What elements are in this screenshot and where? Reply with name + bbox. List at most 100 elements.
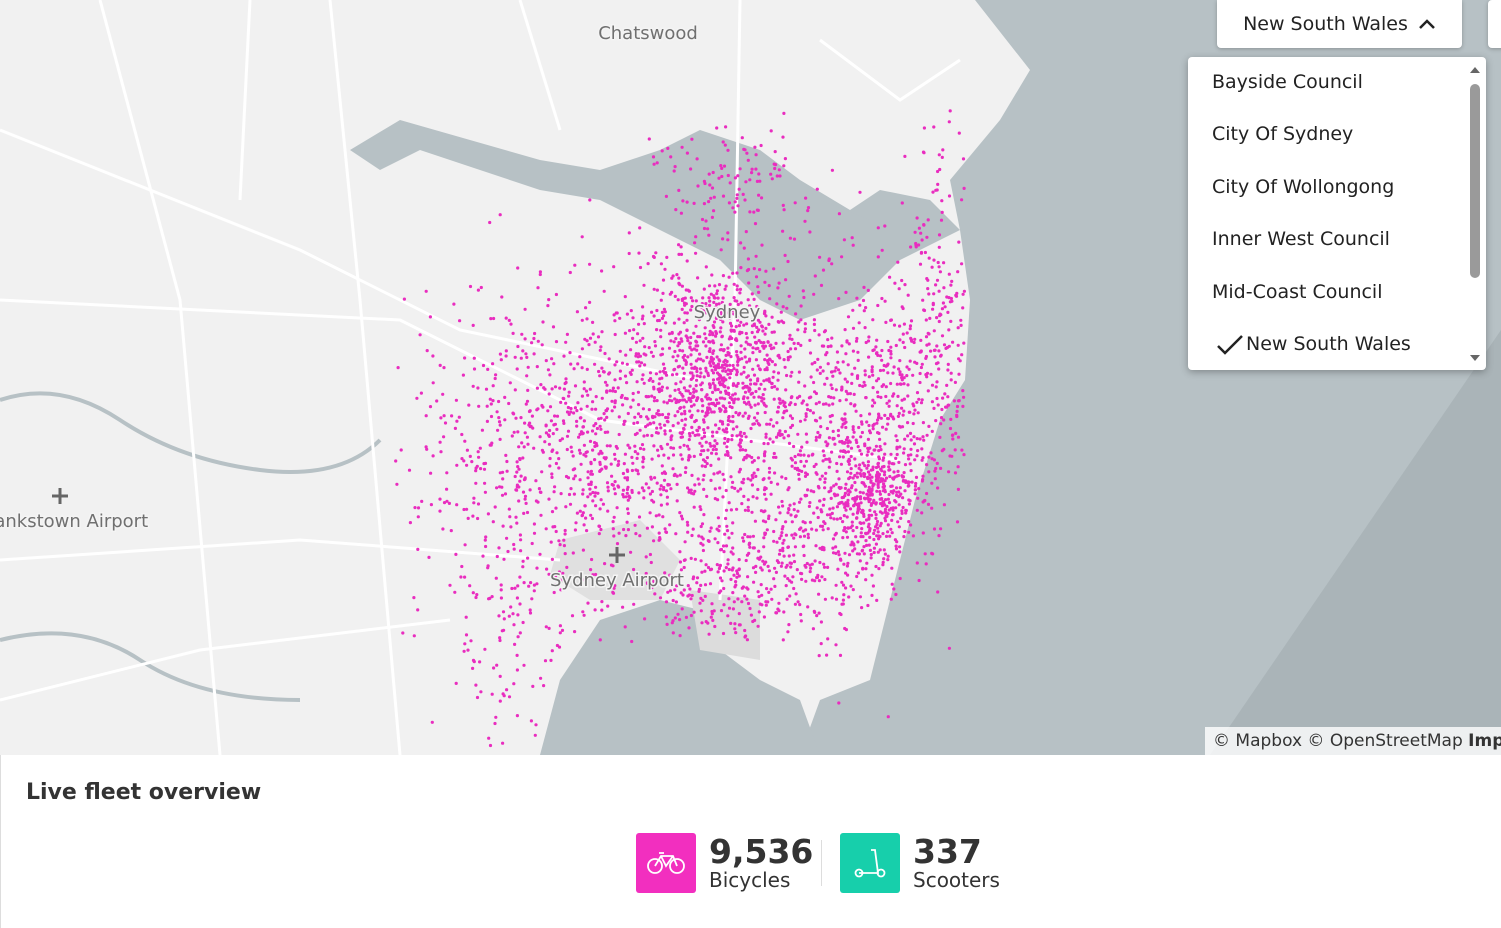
vehicle-dot [502, 617, 506, 621]
vehicle-dot [768, 297, 772, 301]
vehicle-dot [664, 600, 669, 604]
map-label: Chatswood [598, 23, 698, 44]
vehicle-dot [650, 434, 654, 438]
vehicle-dot [644, 571, 648, 576]
vehicle-dot [761, 478, 765, 482]
vehicle-dot [743, 148, 747, 152]
menu-item[interactable]: New South Wales [1216, 332, 1411, 356]
region-dropdown[interactable]: New South Wales [1217, 0, 1462, 48]
vehicle-dot [840, 385, 844, 389]
menu-item[interactable]: City Of Wollongong [1212, 175, 1394, 199]
vehicle-dot [472, 356, 476, 360]
vehicle-dot [921, 474, 925, 478]
vehicle-dot [670, 276, 674, 280]
vehicle-dot [652, 255, 656, 259]
attribution-text[interactable]: © OpenStreetMap [1307, 731, 1463, 751]
vehicle-dot [660, 310, 665, 314]
vehicle-dot [696, 409, 700, 413]
vehicle-dot [589, 482, 593, 486]
vehicle-dot [753, 519, 758, 523]
vehicle-dot [920, 398, 924, 402]
menu-item[interactable]: Inner West Council [1212, 227, 1390, 251]
vehicle-dot [599, 416, 603, 420]
menu-item[interactable]: City Of Sydney [1212, 122, 1353, 146]
vehicle-dot [559, 492, 563, 496]
scroll-thumb[interactable] [1470, 84, 1480, 278]
vehicle-dot [699, 507, 703, 512]
vehicle-dot [870, 573, 874, 577]
vehicle-dot [881, 532, 885, 536]
vehicle-dot [687, 490, 691, 494]
vehicle-dot [843, 377, 847, 381]
vehicle-dot [830, 168, 835, 172]
vehicle-dot [689, 353, 693, 357]
vehicle-dot [747, 542, 751, 547]
vehicle-dot [579, 462, 583, 466]
vehicle-dot [931, 307, 935, 311]
vehicle-dot [721, 544, 726, 548]
vehicle-dot [658, 422, 662, 426]
vehicle-dot [455, 463, 459, 467]
vehicle-dot [674, 532, 678, 536]
vehicle-dot [681, 199, 685, 203]
vehicle-dot [819, 642, 823, 646]
vehicle-dot [843, 417, 847, 421]
vehicle-dot [681, 593, 685, 597]
vehicle-dot [866, 497, 870, 501]
vehicle-dot [708, 441, 712, 446]
vehicle-dot [805, 493, 809, 498]
vehicle-dot [525, 435, 530, 439]
vehicle-dot [613, 457, 617, 461]
vehicle-dot [817, 654, 821, 658]
vehicle-dot [867, 522, 871, 526]
vehicle-dot [734, 325, 738, 329]
vehicle-dot [503, 492, 508, 496]
vehicle-dot [788, 403, 792, 407]
vehicle-dot [900, 406, 904, 410]
vehicle-dot [685, 336, 690, 340]
map-label: Bankstown Airport [0, 511, 148, 532]
vehicle-dot [894, 343, 898, 348]
vehicle-dot [535, 582, 539, 586]
vehicle-dot [704, 219, 708, 223]
attribution-link[interactable]: Improve this map [1468, 731, 1501, 751]
vehicle-dot [869, 503, 873, 507]
vehicle-dot [946, 368, 950, 372]
vehicle-dot [898, 486, 902, 490]
menu-item[interactable]: Mid-Coast Council [1212, 280, 1383, 304]
vehicle-dot [936, 403, 940, 407]
vehicle-dot [608, 444, 612, 448]
vehicle-dot [867, 493, 871, 497]
vehicle-dot [822, 497, 826, 501]
vehicle-dot [729, 355, 733, 359]
vehicle-dot [782, 610, 786, 614]
vehicle-dot [519, 538, 523, 542]
vehicle-dot [806, 206, 811, 210]
vehicle-dot [821, 402, 826, 406]
vehicle-dot [744, 180, 748, 184]
vehicle-dot [552, 423, 556, 427]
vehicle-dot [641, 465, 645, 469]
vehicle-dot [883, 413, 887, 417]
vehicle-dot [950, 433, 955, 437]
vehicle-dot [582, 523, 586, 527]
vehicle-dot [782, 436, 786, 440]
vehicle-dot [752, 322, 756, 326]
control-button[interactable] [1488, 0, 1501, 48]
vehicle-dot [465, 507, 469, 511]
vehicle-dot [517, 467, 521, 471]
menu-item[interactable]: Bayside Council [1212, 70, 1363, 94]
vehicle-dot [665, 495, 670, 499]
vehicle-dot [875, 421, 879, 425]
attribution-text[interactable]: © Mapbox [1213, 731, 1303, 751]
vehicle-dot [721, 274, 726, 278]
vehicle-dot [613, 584, 617, 588]
vehicle-dot [637, 360, 641, 364]
vehicle-dot [699, 383, 703, 387]
vehicle-dot [539, 490, 543, 494]
vehicle-dot [711, 351, 715, 355]
vehicle-dot [576, 401, 580, 405]
vehicle-dot [946, 310, 950, 314]
vehicle-dot [636, 472, 640, 476]
scrollbar[interactable] [1464, 57, 1486, 370]
